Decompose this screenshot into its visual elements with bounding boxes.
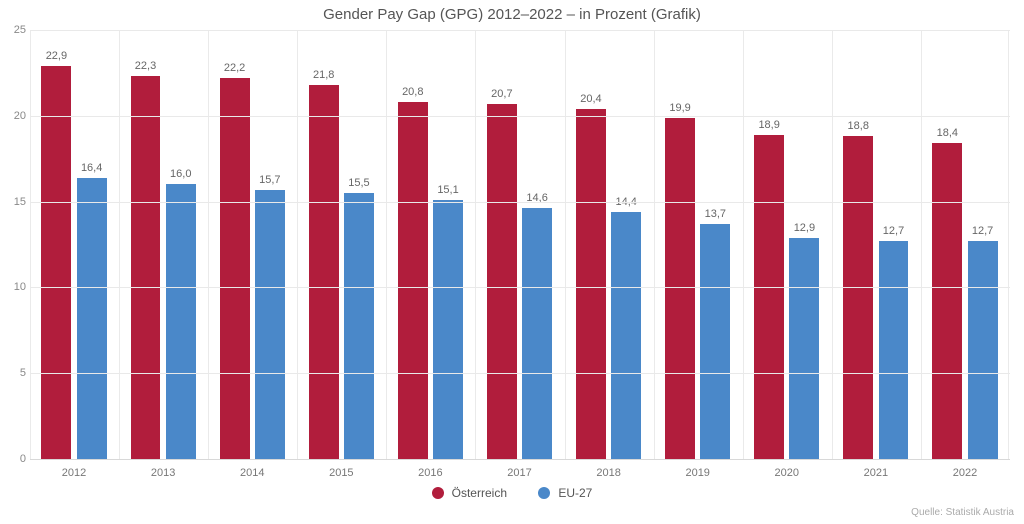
bar-eu27: 15,5 xyxy=(344,193,374,459)
legend-swatch-eu27 xyxy=(538,487,550,499)
legend-item-eu27: EU-27 xyxy=(538,486,592,500)
bar-value-label: 12,7 xyxy=(968,225,998,237)
bar-eu27: 15,7 xyxy=(255,190,285,459)
bar-eu27: 12,7 xyxy=(968,241,998,459)
bar-eu27: 12,7 xyxy=(879,241,909,459)
bar-value-label: 20,8 xyxy=(398,86,428,98)
x-tick xyxy=(832,30,833,459)
gridline xyxy=(30,202,1010,203)
bar-austria: 21,8 xyxy=(309,85,339,459)
legend-swatch-austria xyxy=(432,487,444,499)
bar-value-label: 15,1 xyxy=(433,184,463,196)
bar-eu27: 16,0 xyxy=(166,184,196,459)
bar-austria: 20,8 xyxy=(398,102,428,459)
legend-item-austria: Österreich xyxy=(432,486,507,500)
bar-austria: 18,9 xyxy=(754,135,784,459)
x-category-label: 2022 xyxy=(921,467,1009,479)
legend: Österreich EU-27 xyxy=(0,486,1024,502)
bar-value-label: 22,2 xyxy=(220,62,250,74)
x-category-label: 2018 xyxy=(565,467,653,479)
x-category-label: 2012 xyxy=(30,467,118,479)
bar-eu27: 13,7 xyxy=(700,224,730,459)
x-category-label: 2016 xyxy=(386,467,474,479)
gridline xyxy=(30,287,1010,288)
source-text: Quelle: Statistik Austria xyxy=(911,507,1014,518)
bar-eu27: 14,4 xyxy=(611,212,641,459)
gridline xyxy=(30,116,1010,117)
bar-group: 21,815,52015 xyxy=(297,30,386,459)
x-category-label: 2019 xyxy=(654,467,742,479)
y-tick-label: 10 xyxy=(4,281,26,293)
x-tick xyxy=(565,30,566,459)
bar-austria: 18,4 xyxy=(932,143,962,459)
bar-value-label: 15,7 xyxy=(255,174,285,186)
x-category-label: 2015 xyxy=(297,467,385,479)
bar-group: 20,414,42018 xyxy=(565,30,654,459)
bar-value-label: 22,9 xyxy=(41,50,71,62)
bar-value-label: 20,4 xyxy=(576,93,606,105)
chart-container: Gender Pay Gap (GPG) 2012–2022 – in Proz… xyxy=(0,0,1024,524)
y-tick-label: 15 xyxy=(4,196,26,208)
bar-value-label: 12,7 xyxy=(879,225,909,237)
bar-value-label: 16,0 xyxy=(166,168,196,180)
legend-label-eu27: EU-27 xyxy=(558,486,592,500)
x-tick xyxy=(119,30,120,459)
x-tick xyxy=(743,30,744,459)
gridline xyxy=(30,373,1010,374)
bar-eu27: 16,4 xyxy=(77,178,107,459)
bar-austria: 20,4 xyxy=(576,109,606,459)
bar-group: 18,912,92020 xyxy=(743,30,832,459)
x-tick xyxy=(208,30,209,459)
chart-title: Gender Pay Gap (GPG) 2012–2022 – in Proz… xyxy=(0,6,1024,23)
x-category-label: 2017 xyxy=(475,467,563,479)
bar-eu27: 15,1 xyxy=(433,200,463,459)
bar-value-label: 14,6 xyxy=(522,192,552,204)
bar-group: 20,714,62017 xyxy=(475,30,564,459)
bar-value-label: 16,4 xyxy=(77,162,107,174)
x-category-label: 2014 xyxy=(208,467,296,479)
bar-eu27: 14,6 xyxy=(522,208,552,459)
bar-value-label: 20,7 xyxy=(487,88,517,100)
bar-austria: 18,8 xyxy=(843,136,873,459)
bar-group: 19,913,72019 xyxy=(654,30,743,459)
x-category-label: 2020 xyxy=(743,467,831,479)
plot-area: 22,916,4201222,316,0201322,215,7201421,8… xyxy=(30,30,1010,460)
x-tick xyxy=(297,30,298,459)
y-tick-label: 20 xyxy=(4,110,26,122)
bar-value-label: 21,8 xyxy=(309,69,339,81)
y-tick-label: 0 xyxy=(4,453,26,465)
bar-groups: 22,916,4201222,316,0201322,215,7201421,8… xyxy=(30,30,1010,459)
x-tick xyxy=(921,30,922,459)
bar-value-label: 22,3 xyxy=(131,60,161,72)
bar-value-label: 18,8 xyxy=(843,120,873,132)
bar-austria: 20,7 xyxy=(487,104,517,459)
bar-value-label: 13,7 xyxy=(700,208,730,220)
bar-value-label: 19,9 xyxy=(665,102,695,114)
x-tick xyxy=(386,30,387,459)
y-tick-label: 5 xyxy=(4,367,26,379)
gridline xyxy=(30,30,1010,31)
bar-group: 22,916,42012 xyxy=(30,30,119,459)
bar-austria: 22,9 xyxy=(41,66,71,459)
bar-group: 20,815,12016 xyxy=(386,30,475,459)
bar-eu27: 12,9 xyxy=(789,238,819,459)
bar-group: 18,412,72022 xyxy=(921,30,1010,459)
x-category-label: 2013 xyxy=(119,467,207,479)
bar-group: 22,316,02013 xyxy=(119,30,208,459)
x-category-label: 2021 xyxy=(832,467,920,479)
bar-value-label: 12,9 xyxy=(789,222,819,234)
legend-label-austria: Österreich xyxy=(452,486,507,500)
bar-group: 18,812,72021 xyxy=(832,30,921,459)
bar-austria: 22,2 xyxy=(220,78,250,459)
bar-group: 22,215,72014 xyxy=(208,30,297,459)
y-tick-label: 25 xyxy=(4,24,26,36)
bar-value-label: 18,4 xyxy=(932,127,962,139)
bar-value-label: 15,5 xyxy=(344,177,374,189)
x-tick xyxy=(1008,30,1009,459)
bar-austria: 22,3 xyxy=(131,76,161,459)
x-tick xyxy=(30,30,31,459)
bar-value-label: 18,9 xyxy=(754,119,784,131)
x-tick xyxy=(654,30,655,459)
x-tick xyxy=(475,30,476,459)
